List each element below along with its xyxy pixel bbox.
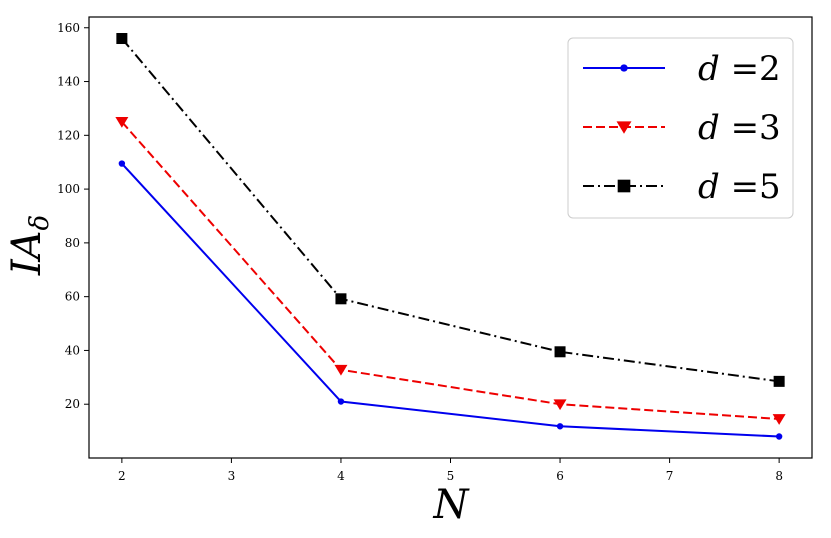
- y-tick-label: 140: [57, 75, 80, 89]
- data-point-series-3: [335, 293, 347, 305]
- x-tick-label: 6: [556, 469, 564, 483]
- data-point-series-2: [553, 399, 567, 411]
- legend-marker-2: [616, 121, 632, 134]
- data-point-series-1: [337, 398, 345, 405]
- x-tick-label: 2: [118, 469, 126, 483]
- data-point-series-2: [115, 116, 129, 128]
- data-point-series-3: [773, 375, 785, 387]
- data-point-series-1: [556, 423, 564, 430]
- data-point-series-3: [116, 33, 128, 45]
- plot-frame: [88, 16, 813, 459]
- x-tick-label: 7: [666, 469, 674, 483]
- y-tick-label: 80: [65, 236, 80, 250]
- y-axis-label-subscript: δ: [25, 215, 55, 231]
- data-point-series-2: [334, 364, 348, 376]
- y-tick-label: 100: [57, 182, 80, 196]
- x-tick-label: 8: [775, 469, 783, 483]
- y-axis-ticks: 20 40 60 80 100 120 140 160: [57, 21, 89, 411]
- plot-lines: [115, 33, 786, 440]
- y-tick-label: 160: [57, 21, 80, 35]
- legend-marker-3: [617, 179, 631, 193]
- x-tick-label: 4: [337, 469, 345, 483]
- legend: d =2 d =3 d =5: [567, 37, 794, 219]
- legend-label-3: d =5: [698, 167, 781, 207]
- y-tick-label: 40: [65, 343, 80, 357]
- y-tick-label: 60: [65, 290, 80, 304]
- legend-label-2: d =3: [698, 108, 781, 148]
- svg-text:IAδ: IAδ: [4, 215, 55, 276]
- data-point-series-1: [118, 160, 126, 167]
- x-axis-ticks: 2 3 4 5 6 7 8: [118, 458, 783, 483]
- y-tick-label: 20: [65, 397, 80, 411]
- x-tick-label: 5: [447, 469, 455, 483]
- x-tick-label: 3: [228, 469, 236, 483]
- y-axis-label-base: IA: [4, 230, 50, 276]
- x-axis-label: N: [433, 482, 471, 528]
- series-line-3: [121, 37, 780, 383]
- series-line-1: [121, 162, 780, 438]
- data-point-series-1: [775, 433, 783, 440]
- legend-marker-1: [620, 64, 628, 72]
- data-point-series-2: [772, 414, 786, 425]
- legend-box: [567, 37, 794, 219]
- data-point-series-3: [554, 346, 566, 358]
- y-tick-label: 120: [57, 128, 80, 142]
- legend-label-1: d =2: [698, 49, 781, 89]
- y-axis-label: IAδ: [4, 215, 55, 276]
